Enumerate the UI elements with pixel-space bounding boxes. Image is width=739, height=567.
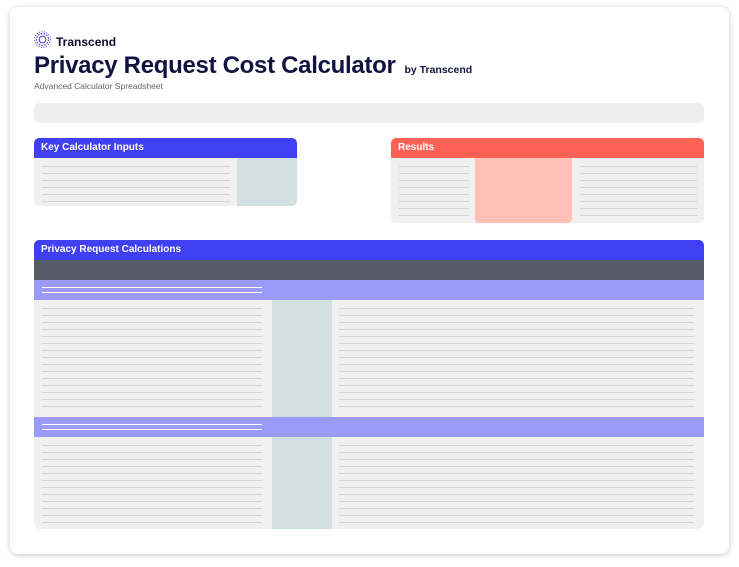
page-title: Privacy Request Cost Calculator bbox=[34, 52, 396, 79]
logo-text: Transcend bbox=[56, 35, 117, 49]
section-2-header-line bbox=[42, 424, 262, 425]
calculations-panel-header: Privacy Request Calculations bbox=[34, 240, 704, 260]
page-subtitle: Advanced Calculator Spreadsheet bbox=[34, 81, 163, 91]
inputs-panel-body bbox=[34, 158, 297, 206]
inputs-panel-header: Key Calculator Inputs bbox=[34, 138, 297, 158]
title-row: Privacy Request Cost Calculator by Trans… bbox=[34, 52, 472, 80]
section-2-header-line bbox=[42, 429, 262, 430]
calculations-input-column[interactable] bbox=[272, 300, 332, 529]
section-1-label-lines bbox=[42, 302, 262, 412]
section-2-header-row bbox=[34, 417, 704, 437]
calculations-panel-title: Privacy Request Calculations bbox=[41, 244, 182, 255]
brand-logo[interactable]: Transcend bbox=[34, 31, 116, 53]
results-label-lines bbox=[399, 160, 469, 220]
section-1-description-lines bbox=[339, 302, 694, 412]
results-panel-body bbox=[391, 158, 704, 223]
section-2-label-lines bbox=[42, 439, 262, 524]
results-panel-header: Results bbox=[391, 138, 704, 158]
transcend-logo-icon bbox=[34, 31, 51, 53]
section-2-description-lines bbox=[339, 439, 694, 524]
inputs-value-cells[interactable] bbox=[237, 158, 297, 206]
inputs-panel-title: Key Calculator Inputs bbox=[41, 142, 144, 153]
calculations-body bbox=[34, 300, 704, 529]
results-panel-title: Results bbox=[398, 142, 435, 153]
calculations-column-header-row bbox=[34, 260, 704, 280]
section-1-header-row bbox=[34, 280, 704, 300]
section-1-header-line bbox=[42, 292, 262, 293]
section-1-header-line bbox=[42, 287, 262, 288]
results-description-lines bbox=[580, 160, 697, 220]
inputs-label-lines bbox=[42, 160, 230, 204]
byline: by Transcend bbox=[404, 64, 473, 76]
formula-bar[interactable] bbox=[34, 103, 704, 123]
results-value-cells bbox=[475, 158, 572, 223]
